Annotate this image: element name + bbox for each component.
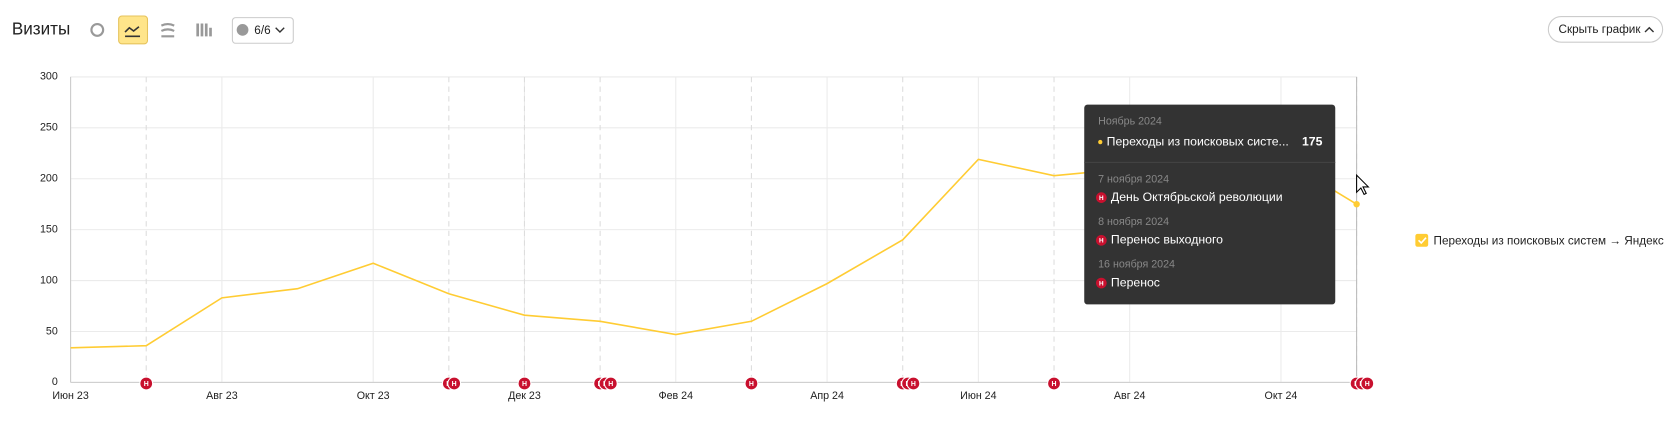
event-marker-label: Н (144, 381, 149, 388)
event-marker[interactable]: Н (447, 376, 462, 391)
event-marker-circle (906, 376, 921, 391)
area-icon[interactable] (160, 22, 175, 38)
event-marker-label: Н (749, 381, 754, 388)
tooltip-event-name: День Октябрьской революции (1111, 190, 1283, 204)
event-marker-label: Н (608, 381, 613, 388)
tooltip-month: Ноябрь 2024 (1098, 116, 1162, 128)
tooltip-event-icon-label: Н (1099, 195, 1104, 202)
tooltip-event-name: Перенос (1111, 275, 1160, 289)
x-tick-label: Дек 23 (508, 390, 541, 402)
event-marker-label: Н (452, 381, 457, 388)
y-tick-label: 150 (40, 223, 58, 235)
tooltip-event-icon-label: Н (1099, 238, 1104, 245)
hide-chart-button[interactable]: Скрыть график (1547, 16, 1664, 43)
tooltip-series: Переходы из поисковых систе... (1107, 134, 1289, 148)
event-marker-circle (139, 376, 154, 391)
tooltip: Ноябрь 2024 Переходы из поисковых систе.… (1084, 104, 1336, 305)
y-tick-label: 250 (40, 122, 58, 134)
x-tick-label: Июн 24 (960, 390, 996, 402)
event-marker-circle (447, 376, 462, 391)
y-tick-label: 100 (40, 274, 58, 286)
event-marker-circle (1360, 376, 1375, 391)
event-marker[interactable]: Н (906, 376, 921, 391)
event-marker[interactable]: Н (744, 376, 759, 391)
event-marker-circle (517, 376, 532, 391)
x-tick-label: Апр 24 (810, 390, 844, 402)
event-marker-label: Н (1052, 381, 1057, 388)
event-marker[interactable]: Н (139, 376, 154, 391)
y-tick-label: 0 (52, 376, 58, 388)
x-tick-label: Авг 24 (1114, 390, 1146, 402)
x-tick-label: Фев 24 (658, 390, 693, 402)
legend-label: Переходы из поисковых систем → Яндекс (1434, 234, 1664, 247)
legend[interactable]: Переходы из поисковых систем → Яндекс (1415, 233, 1664, 248)
event-marker-label: Н (911, 381, 916, 388)
highlight-point (1353, 200, 1360, 208)
tooltip-events: 7 ноября 2024 Н День Октябрьской революции… (1095, 173, 1283, 289)
y-tick-label: 300 (40, 71, 58, 83)
event-marker[interactable]: Н (603, 376, 618, 391)
y-tick-label: 200 (40, 173, 58, 185)
x-tick-label: Окт 24 (1265, 390, 1298, 402)
event-marker[interactable]: Н (1047, 376, 1061, 391)
comments-count: 6/6 (254, 24, 271, 37)
page-title: Визиты (12, 19, 70, 38)
tooltip-event-icon (1095, 277, 1107, 289)
y-tick-label: 50 (46, 325, 58, 337)
event-marker[interactable]: Н (1360, 376, 1375, 391)
tooltip-event-icon (1095, 192, 1107, 203)
event-marker-label: Н (522, 381, 527, 388)
tooltip-series-dot (1098, 139, 1103, 145)
tooltip-event-icon (1095, 234, 1107, 246)
tooltip-event-icon-label: Н (1099, 280, 1104, 287)
tooltip-event-date: 8 ноября 2024 (1098, 216, 1169, 228)
tooltip-event-date: 16 ноября 2024 (1098, 259, 1175, 271)
event-marker-circle (744, 376, 759, 391)
comments-button[interactable]: 6/6 (231, 17, 294, 44)
line-icon[interactable] (118, 15, 149, 45)
pie-icon[interactable] (90, 22, 105, 37)
x-tick-label: Окт 23 (357, 390, 390, 402)
bar-icon[interactable] (196, 23, 212, 37)
event-marker-circle (1047, 376, 1061, 391)
cursor (1356, 173, 1370, 196)
event-marker[interactable]: Н (517, 376, 532, 391)
event-marker-circle (603, 376, 618, 391)
tooltip-value: 175 (1302, 134, 1323, 148)
x-tick-label: Июн 23 (52, 390, 88, 402)
x-tick-label: Авг 23 (206, 390, 238, 402)
tooltip-event-name: Перенос выходного (1111, 233, 1223, 247)
tooltip-event-date: 7 ноября 2024 (1098, 173, 1169, 185)
event-marker-label: Н (1365, 381, 1370, 388)
hide-chart-label: Скрыть график (1558, 23, 1641, 36)
